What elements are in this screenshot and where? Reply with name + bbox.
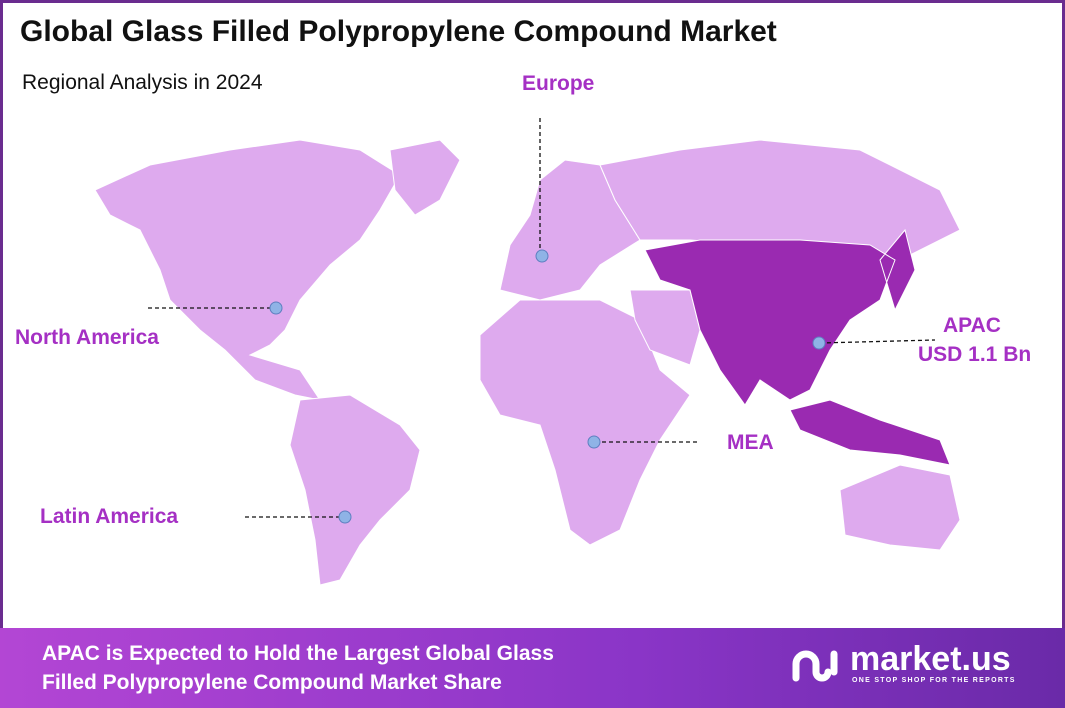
apac-marker bbox=[812, 336, 826, 350]
logo-tagline: ONE STOP SHOP FOR THE REPORTS bbox=[852, 677, 1016, 684]
page-title: Global Glass Filled Polypropylene Compou… bbox=[20, 15, 777, 48]
label-apac-value: USD 1.1 Bn bbox=[918, 343, 1032, 366]
australia-shape bbox=[839, 464, 961, 551]
banner-text: APAC is Expected to Hold the Largest Glo… bbox=[42, 639, 554, 697]
south-america-shape bbox=[289, 394, 421, 586]
label-north-america: North America bbox=[15, 326, 159, 349]
page-subtitle: Regional Analysis in 2024 bbox=[22, 71, 263, 94]
logo-name: market.us bbox=[850, 640, 1011, 678]
bottom-banner: APAC is Expected to Hold the Largest Glo… bbox=[0, 628, 1065, 708]
banner-line-1: APAC is Expected to Hold the Largest Glo… bbox=[42, 642, 554, 665]
label-europe: Europe bbox=[522, 72, 595, 95]
europe-marker bbox=[535, 249, 549, 263]
label-latin-america: Latin America bbox=[40, 505, 179, 528]
label-mea: MEA bbox=[727, 431, 774, 454]
greenland-shape bbox=[389, 139, 461, 216]
label-apac: APAC bbox=[943, 314, 1001, 337]
north-america-shape bbox=[94, 139, 401, 401]
latin-america-marker bbox=[338, 510, 352, 524]
world-map bbox=[94, 118, 961, 586]
mea-marker bbox=[587, 435, 601, 449]
logo-icon bbox=[792, 650, 838, 682]
north-america-marker bbox=[269, 301, 283, 315]
banner-line-2: Filled Polypropylene Compound Market Sha… bbox=[42, 671, 502, 694]
logo: market.us ONE STOP SHOP FOR THE REPORTS bbox=[790, 642, 1016, 686]
apac-leader-line bbox=[819, 339, 936, 344]
apac-shape bbox=[644, 228, 951, 466]
africa-shape bbox=[479, 299, 691, 546]
